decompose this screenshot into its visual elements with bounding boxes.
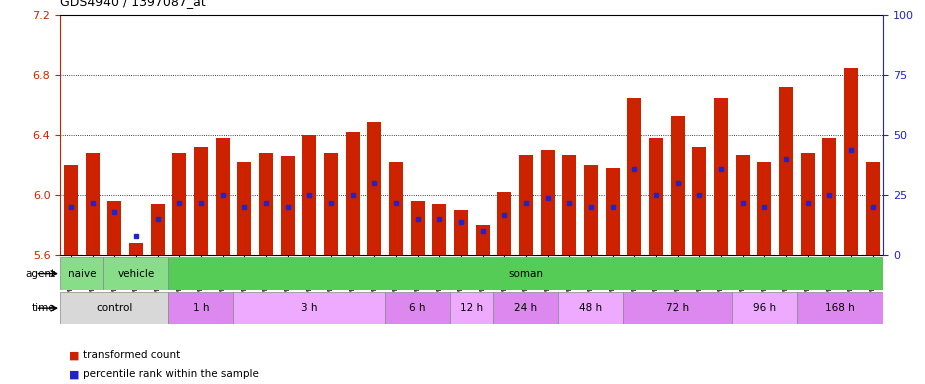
Text: 48 h: 48 h — [579, 303, 602, 313]
Bar — [450, 292, 493, 324]
Bar — [796, 292, 883, 324]
Text: 168 h: 168 h — [825, 303, 855, 313]
Bar — [779, 87, 793, 255]
Text: ■: ■ — [69, 369, 80, 379]
Bar — [493, 292, 559, 324]
Text: 1 h: 1 h — [192, 303, 209, 313]
Bar — [367, 122, 381, 255]
Text: percentile rank within the sample: percentile rank within the sample — [83, 369, 259, 379]
Bar — [559, 292, 623, 324]
Bar — [194, 147, 208, 255]
Text: 24 h: 24 h — [514, 303, 537, 313]
Bar — [758, 162, 771, 255]
Bar — [714, 98, 728, 255]
Bar — [388, 162, 403, 255]
Bar — [844, 68, 857, 255]
Bar — [64, 166, 78, 255]
Bar — [168, 292, 233, 324]
Bar — [866, 162, 880, 255]
Bar — [86, 153, 100, 255]
Bar — [107, 201, 121, 255]
Text: 3 h: 3 h — [301, 303, 317, 313]
Text: 12 h: 12 h — [460, 303, 483, 313]
Bar — [216, 138, 229, 255]
Text: agent: agent — [25, 268, 56, 279]
Bar — [623, 292, 732, 324]
Bar — [172, 153, 186, 255]
Bar — [475, 225, 489, 255]
Bar — [129, 243, 143, 255]
Text: transformed count: transformed count — [83, 350, 180, 360]
Text: 6 h: 6 h — [410, 303, 426, 313]
Text: 72 h: 72 h — [666, 303, 689, 313]
Bar — [584, 166, 598, 255]
Bar — [233, 292, 385, 324]
Bar — [671, 116, 684, 255]
Bar — [822, 138, 836, 255]
Bar — [237, 162, 252, 255]
Bar — [324, 153, 338, 255]
Text: control: control — [96, 303, 132, 313]
Bar — [280, 156, 295, 255]
Bar — [562, 155, 576, 255]
Text: time: time — [31, 303, 56, 313]
Text: 96 h: 96 h — [753, 303, 776, 313]
Bar — [346, 132, 360, 255]
Bar — [385, 292, 450, 324]
Bar — [454, 210, 468, 255]
Bar — [104, 257, 168, 290]
Bar — [259, 153, 273, 255]
Bar — [732, 292, 796, 324]
Text: soman: soman — [509, 268, 543, 279]
Text: ■: ■ — [69, 350, 80, 360]
Bar — [800, 153, 815, 255]
Bar — [648, 138, 663, 255]
Text: GDS4940 / 1397087_at: GDS4940 / 1397087_at — [60, 0, 206, 8]
Bar — [519, 155, 533, 255]
Bar — [60, 292, 168, 324]
Bar — [151, 204, 165, 255]
Text: vehicle: vehicle — [117, 268, 154, 279]
Bar — [627, 98, 641, 255]
Bar — [168, 257, 883, 290]
Bar — [735, 155, 749, 255]
Bar — [432, 204, 446, 255]
Bar — [606, 168, 620, 255]
Text: naive: naive — [68, 268, 96, 279]
Bar — [540, 151, 555, 255]
Bar — [411, 201, 425, 255]
Bar — [692, 147, 707, 255]
Bar — [498, 192, 512, 255]
Bar — [302, 135, 316, 255]
Bar — [60, 257, 104, 290]
